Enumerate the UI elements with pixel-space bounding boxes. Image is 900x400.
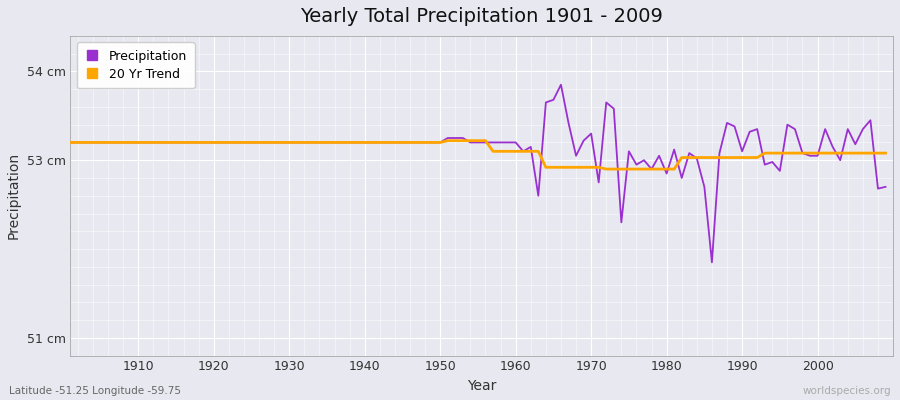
Title: Yearly Total Precipitation 1901 - 2009: Yearly Total Precipitation 1901 - 2009 (301, 7, 663, 26)
Y-axis label: Precipitation: Precipitation (7, 152, 21, 239)
Text: worldspecies.org: worldspecies.org (803, 386, 891, 396)
Legend: Precipitation, 20 Yr Trend: Precipitation, 20 Yr Trend (76, 42, 195, 88)
X-axis label: Year: Year (467, 379, 497, 393)
Text: Latitude -51.25 Longitude -59.75: Latitude -51.25 Longitude -59.75 (9, 386, 181, 396)
